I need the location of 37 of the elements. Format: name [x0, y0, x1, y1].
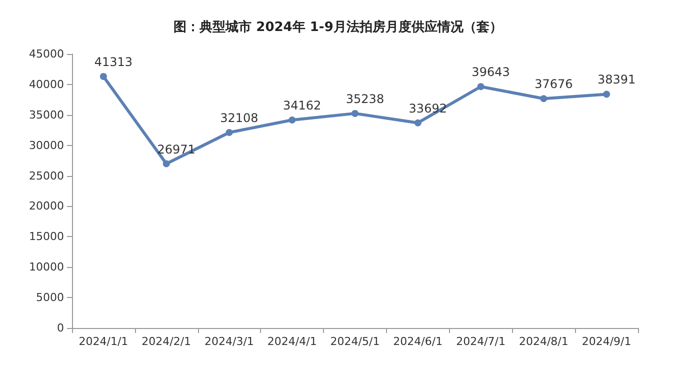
- point: [100, 72, 107, 80]
- data-label: 37676: [534, 77, 573, 92]
- point: [477, 83, 484, 90]
- chart-title: 图：典型城市 2024年 1-9月法拍房月度供应情况（套）: [174, 19, 502, 35]
- x-tick-label: 2024/4/1: [267, 335, 317, 348]
- x-tick-label: 2024/7/1: [456, 335, 506, 348]
- point: [603, 90, 610, 98]
- x-tick-label: 2024/5/1: [330, 335, 380, 348]
- data-label: 34162: [283, 98, 322, 112]
- y-tick-label: 5000: [36, 291, 64, 304]
- data-label: 35238: [346, 92, 384, 106]
- point: [540, 95, 548, 102]
- x-tick-label: 2024/2/1: [142, 335, 192, 348]
- y-tick-label: 25000: [29, 169, 64, 182]
- y-tick-label: 35000: [29, 108, 64, 122]
- point: [162, 160, 170, 168]
- data-label: 26971: [157, 142, 196, 156]
- x-tick-label: 2024/6/1: [393, 335, 443, 348]
- y-tick-label: 10000: [29, 260, 64, 274]
- x-tick-label: 2024/9/1: [582, 335, 632, 348]
- data-label: 41313: [94, 54, 133, 69]
- y-tick-label: 20000: [29, 200, 64, 213]
- data-label: 39643: [472, 65, 510, 80]
- data-label: 38391: [597, 72, 636, 87]
- point: [414, 119, 422, 126]
- point: [352, 110, 358, 117]
- y-tick-label: 0: [57, 322, 64, 334]
- y-tick-label: 30000: [29, 138, 64, 152]
- y-tick-label: 40000: [29, 78, 64, 91]
- data-label: 32108: [220, 111, 258, 125]
- y-tick-label: 45000: [29, 48, 64, 60]
- y-tick-label: 15000: [29, 230, 64, 244]
- point: [226, 129, 233, 136]
- x-tick-label: 2024/1/1: [78, 335, 128, 348]
- x-tick-label: 2024/8/1: [518, 335, 568, 348]
- point: [288, 116, 296, 124]
- x-tick-label: 2024/3/1: [204, 335, 254, 348]
